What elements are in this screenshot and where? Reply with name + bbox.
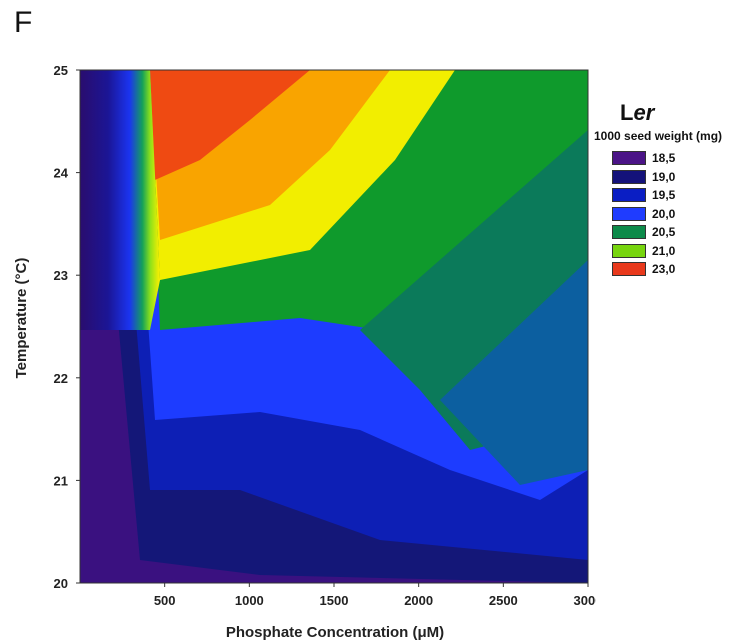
y-tick-label: 22: [54, 371, 68, 386]
x-tick-label: 500: [154, 593, 176, 608]
legend-label: 21,0: [652, 243, 676, 258]
legend-label: 20,0: [652, 206, 676, 221]
legend-title-italic: er: [633, 100, 655, 125]
x-tick-label: 3000: [574, 593, 596, 608]
legend-item: 19,5: [612, 186, 752, 205]
y-tick-label: 24: [54, 166, 69, 181]
contour-band-red: [150, 70, 310, 180]
legend-item: 21,0: [612, 242, 752, 261]
legend-swatch: [612, 169, 646, 184]
legend-swatch: [612, 151, 646, 166]
legend-label: 19,5: [652, 188, 676, 203]
y-tick-label: 23: [54, 268, 68, 283]
legend-swatch: [612, 188, 646, 203]
legend-swatch: [612, 206, 646, 221]
contour-band-slate: [440, 260, 588, 485]
y-axis: 20 21 22 23 24 25: [54, 63, 80, 591]
legend-label: 23,0: [652, 262, 676, 277]
x-tick-label: 1500: [320, 593, 349, 608]
y-tick-label: 25: [54, 63, 68, 78]
legend-item: 20,0: [612, 205, 752, 224]
legend-title-plain: L: [620, 100, 634, 125]
x-tick-label: 1000: [235, 593, 264, 608]
x-axis: 500 1000 1500 2000 2500 3000: [154, 583, 596, 608]
y-tick-label: 20: [54, 576, 68, 591]
legend-item: 19,0: [612, 168, 752, 187]
contour-band-darkblue: [80, 70, 588, 583]
legend-item: 23,0: [612, 260, 752, 279]
legend-item: 18,5: [612, 149, 752, 168]
contour-band-purple: [80, 70, 588, 583]
legend-label: 19,0: [652, 169, 676, 184]
x-tick-label: 2000: [404, 593, 433, 608]
legend-item: 20,5: [612, 223, 752, 242]
legend-label: 18,5: [652, 151, 676, 166]
legend-swatch: [612, 262, 646, 277]
legend: Ler 1000 seed weight (mg) 18,5 19,0 19,5 20…: [594, 100, 752, 279]
legend-swatch: [612, 225, 646, 240]
y-tick-label: 21: [54, 473, 68, 488]
legend-items: 18,5 19,0 19,5 20,0 20,5 21,0 23,0: [596, 149, 752, 279]
y-axis-label: Temperature (°C): [13, 258, 30, 379]
legend-label: 20,5: [652, 225, 676, 240]
contour-wall: [80, 70, 160, 330]
legend-swatch: [612, 243, 646, 258]
x-tick-label: 2500: [489, 593, 518, 608]
legend-title: Ler: [620, 100, 752, 126]
contour-fill: [80, 70, 588, 583]
legend-subtitle: 1000 seed weight (mg): [594, 129, 723, 143]
panel-label: F: [14, 6, 33, 39]
x-axis-label: Phosphate Concentration (μM): [226, 624, 444, 641]
contour-plot: 500 1000 1500 2000 2500 3000 20 21 22 23 24 25 Pho…: [13, 63, 596, 641]
